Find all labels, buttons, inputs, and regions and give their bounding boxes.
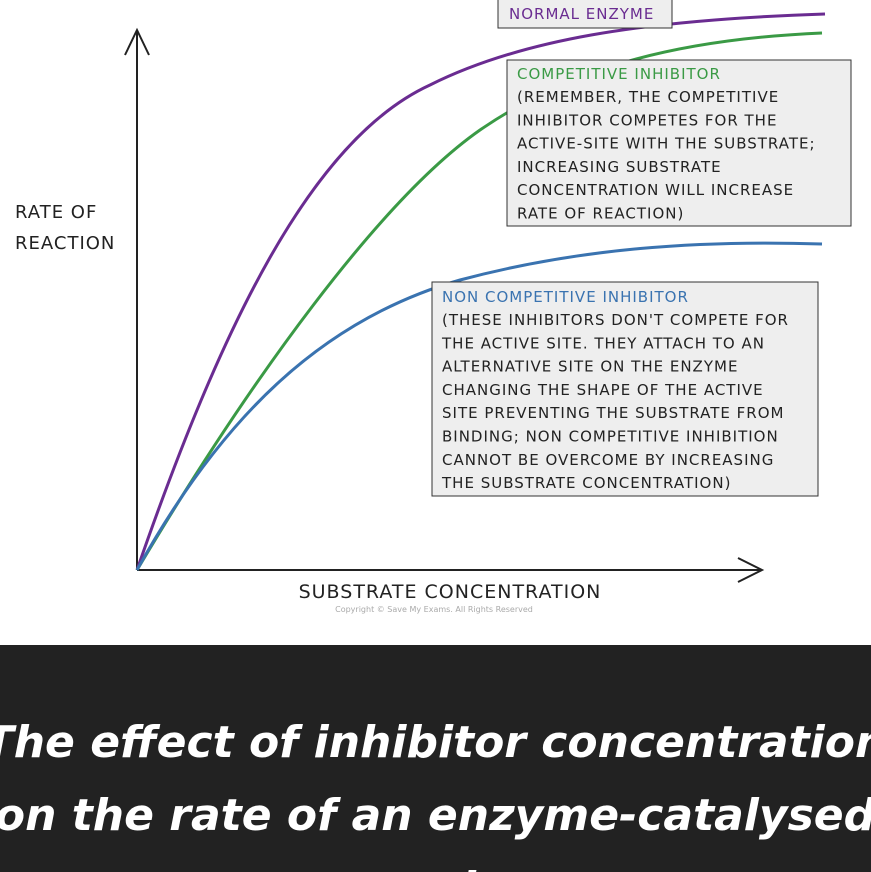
- caption-line: on the rate of an enzyme-catalysed: [0, 790, 871, 841]
- non-competitive-text: CANNOT BE OVERCOME BY INCREASING: [442, 451, 774, 469]
- competitive-curve: [135, 31, 823, 571]
- non-competitive-text: THE SUBSTRATE CONCENTRATION): [441, 474, 731, 492]
- competitive-text: INHIBITOR COMPETES FOR THE: [517, 111, 777, 129]
- y-axis-label: REACTION: [15, 233, 115, 254]
- normal-title: NORMAL ENZYME: [509, 5, 654, 23]
- caption-line: reaction: [333, 863, 538, 872]
- non-competitive-text: ALTERNATIVE SITE ON THE ENZYME: [442, 358, 738, 376]
- axes: [124, 27, 765, 583]
- competitive-text: ACTIVE-SITE WITH THE SUBSTRATE;: [517, 135, 816, 153]
- non-competitive-text: (THESE INHIBITORS DON'T COMPETE FOR: [442, 311, 789, 329]
- caption-line: The effect of inhibitor concentration: [0, 717, 871, 768]
- y-axis-label: RATE OF: [15, 202, 97, 223]
- x-axis-label: SUBSTRATE CONCENTRATION: [299, 581, 602, 603]
- non-competitive-text: CHANGING THE SHAPE OF THE ACTIVE: [442, 381, 764, 399]
- copyright: Copyright © Save My Exams. All Rights Re…: [335, 605, 533, 614]
- non-competitive-title: NON COMPETITIVE INHIBITOR: [442, 288, 689, 306]
- x-arrow: [737, 557, 765, 583]
- caption-background: [0, 645, 871, 872]
- y-arrow: [124, 27, 150, 56]
- competitive-text: CONCENTRATION WILL INCREASE: [517, 181, 794, 199]
- non-competitive-text: BINDING; NON COMPETITIVE INHIBITION: [442, 428, 779, 446]
- competitive-text: INCREASING SUBSTRATE: [517, 158, 722, 176]
- non-competitive-text: THE ACTIVE SITE. THEY ATTACH TO AN: [441, 334, 765, 352]
- competitive-title: COMPETITIVE INHIBITOR: [517, 65, 721, 83]
- non-competitive-curve: [135, 241, 823, 571]
- competitive-text: (REMEMBER, THE COMPETITIVE: [517, 88, 779, 106]
- non-competitive-text: SITE PREVENTING THE SUBSTRATE FROM: [442, 404, 784, 422]
- competitive-text: RATE OF REACTION): [517, 205, 684, 223]
- competitive-box: [506, 59, 852, 227]
- normal-box: [497, 0, 673, 29]
- non-competitive-box: [431, 281, 819, 497]
